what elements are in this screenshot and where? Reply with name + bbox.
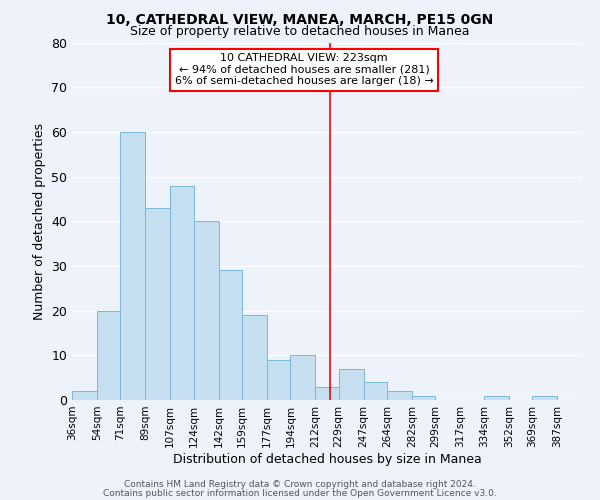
Bar bbox=[72, 391, 97, 400]
Bar bbox=[121, 132, 145, 400]
Bar bbox=[412, 396, 436, 400]
Bar bbox=[145, 208, 170, 400]
X-axis label: Distribution of detached houses by size in Manea: Distribution of detached houses by size … bbox=[173, 452, 481, 466]
Bar bbox=[339, 368, 364, 400]
Text: Contains public sector information licensed under the Open Government Licence v3: Contains public sector information licen… bbox=[103, 488, 497, 498]
Bar bbox=[242, 315, 267, 400]
Bar bbox=[484, 396, 509, 400]
Bar bbox=[170, 186, 194, 400]
Bar bbox=[194, 221, 218, 400]
Bar bbox=[315, 386, 339, 400]
Text: Size of property relative to detached houses in Manea: Size of property relative to detached ho… bbox=[130, 25, 470, 38]
Bar bbox=[267, 360, 290, 400]
Bar bbox=[218, 270, 242, 400]
Text: 10, CATHEDRAL VIEW, MANEA, MARCH, PE15 0GN: 10, CATHEDRAL VIEW, MANEA, MARCH, PE15 0… bbox=[106, 12, 494, 26]
Bar bbox=[387, 391, 412, 400]
Bar bbox=[97, 310, 121, 400]
Text: 10 CATHEDRAL VIEW: 223sqm
← 94% of detached houses are smaller (281)
6% of semi-: 10 CATHEDRAL VIEW: 223sqm ← 94% of detac… bbox=[175, 53, 433, 86]
Bar bbox=[290, 356, 315, 400]
Text: Contains HM Land Registry data © Crown copyright and database right 2024.: Contains HM Land Registry data © Crown c… bbox=[124, 480, 476, 489]
Bar bbox=[532, 396, 557, 400]
Bar bbox=[364, 382, 387, 400]
Y-axis label: Number of detached properties: Number of detached properties bbox=[32, 122, 46, 320]
